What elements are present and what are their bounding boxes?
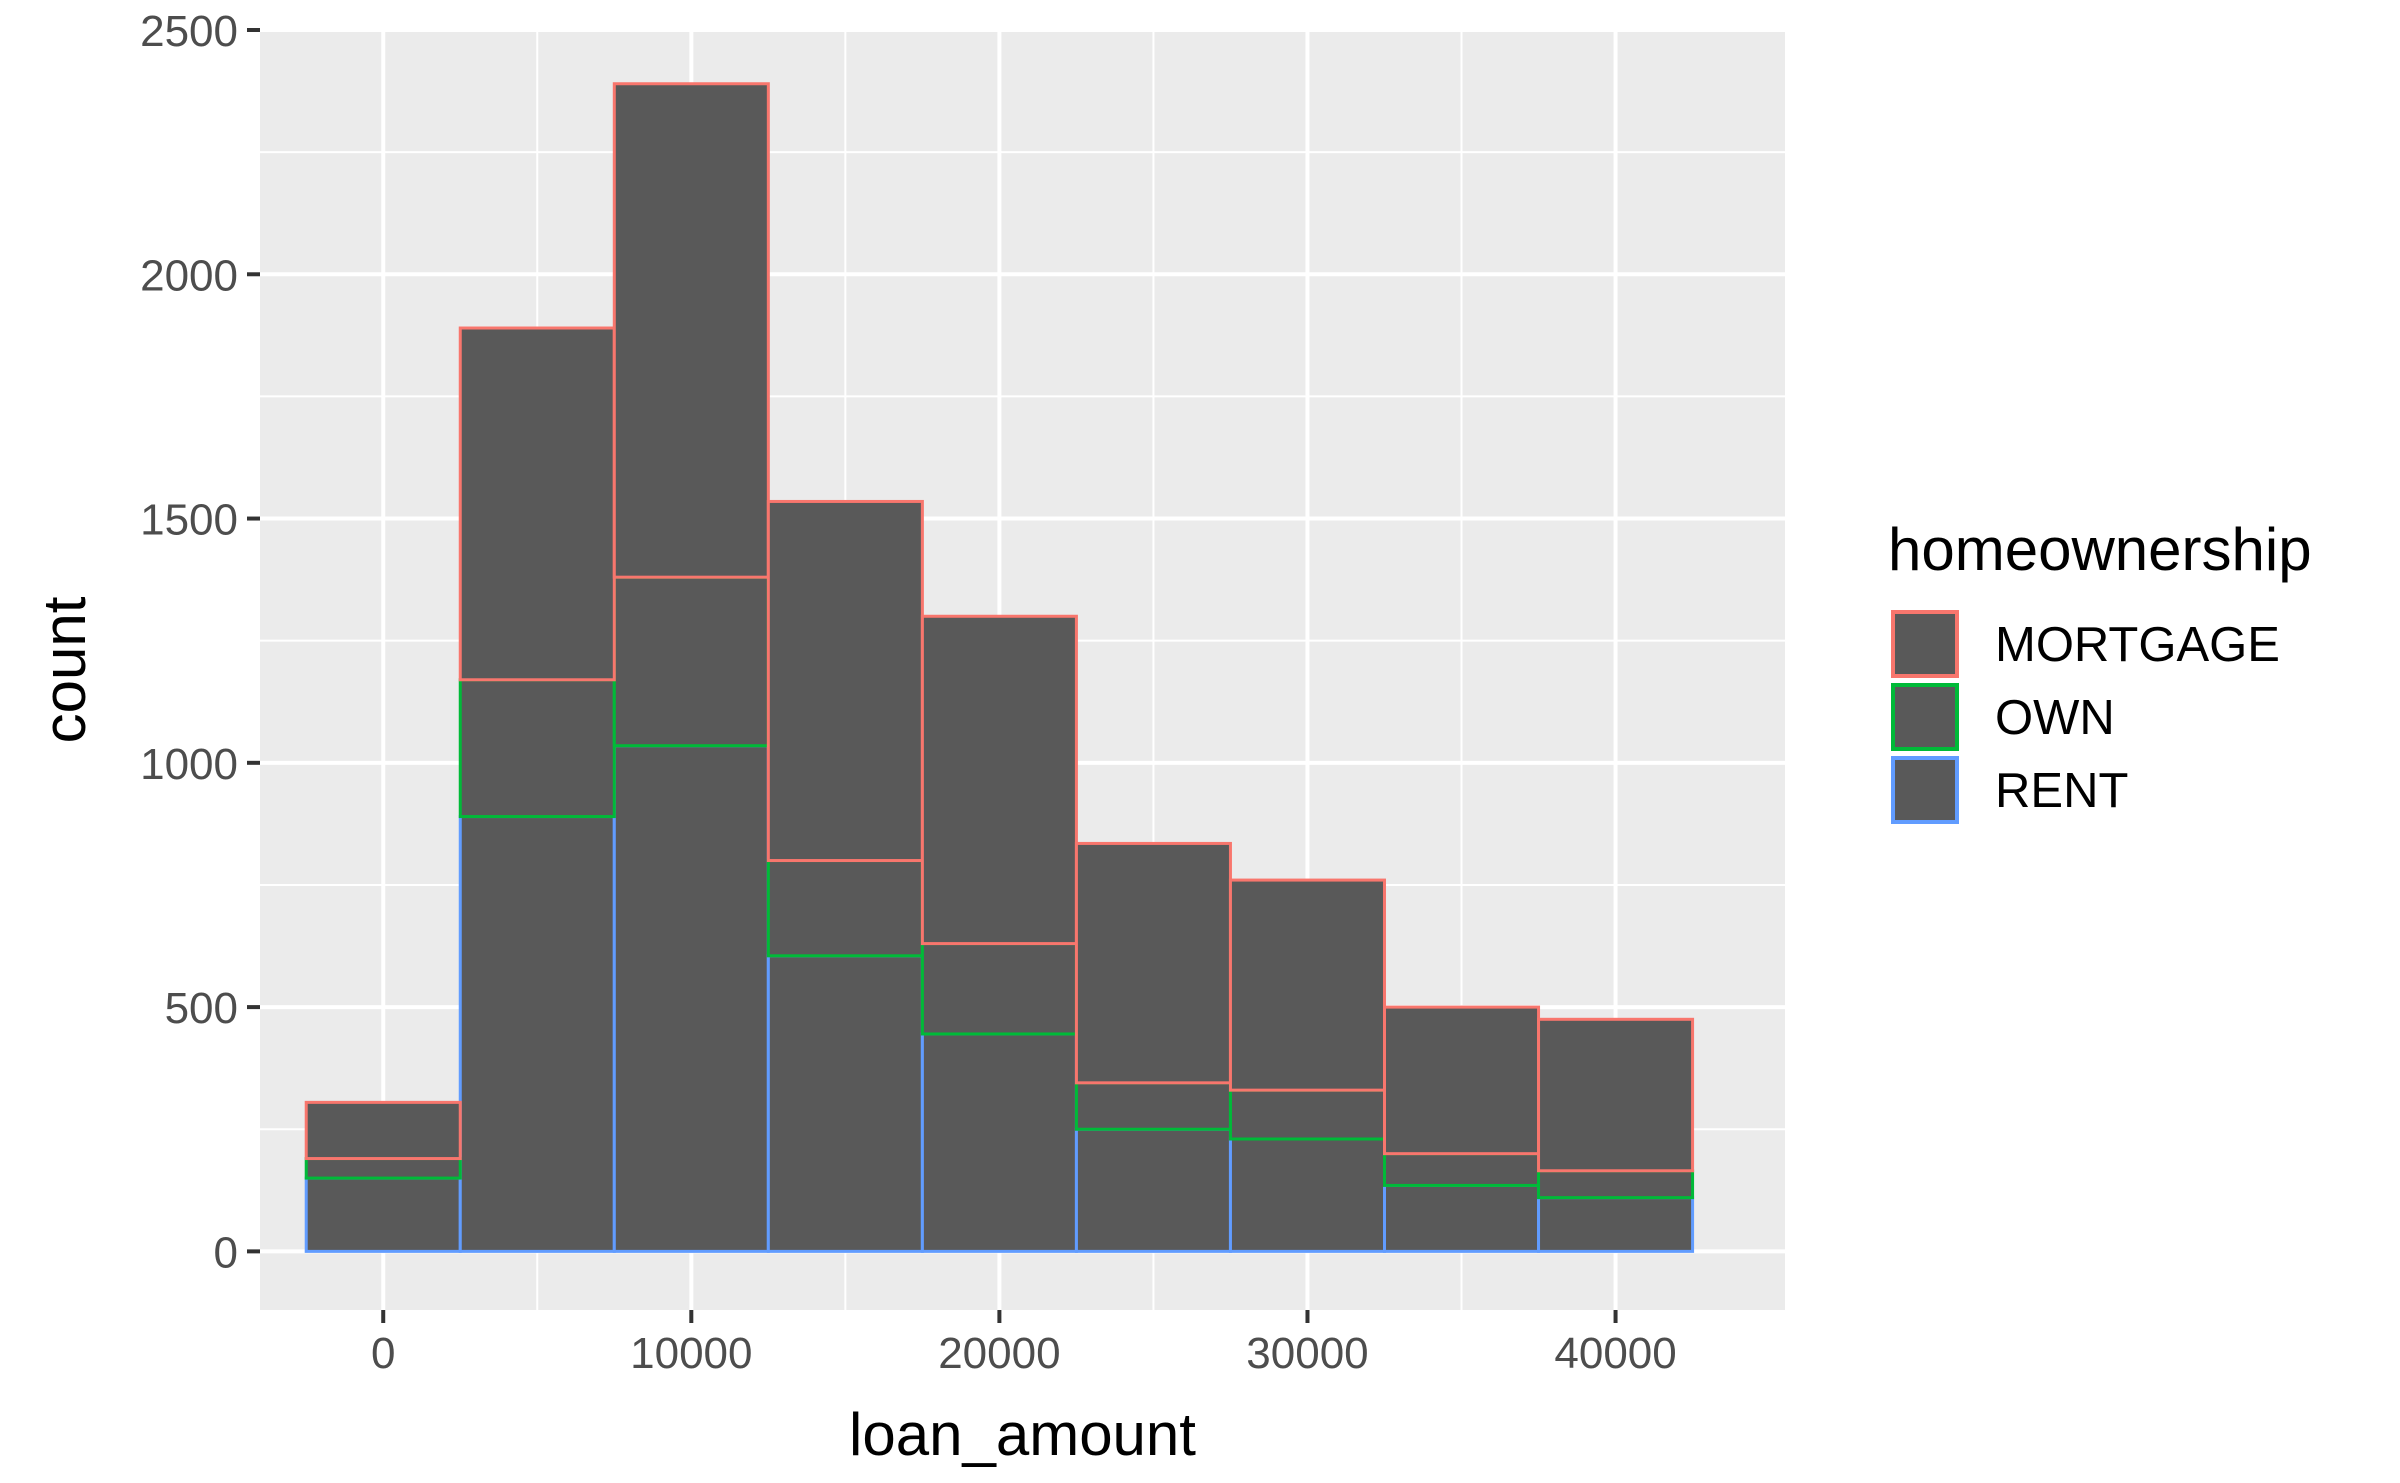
bar-rent xyxy=(612,744,770,1253)
bar-mortgage xyxy=(1537,1017,1695,1173)
y-axis-title: count xyxy=(31,596,98,743)
bar-rent xyxy=(920,1032,1078,1253)
legend-label-rent: RENT xyxy=(1995,764,2128,818)
bar-rent xyxy=(458,815,616,1253)
legend-key-rent xyxy=(1891,756,1959,824)
legend-title: homeownership xyxy=(1888,516,2312,583)
bar-mortgage xyxy=(612,82,770,579)
legend-key-own xyxy=(1891,683,1959,751)
bar-own xyxy=(920,942,1078,1036)
bar-mortgage xyxy=(458,326,616,682)
bar-rent xyxy=(1074,1127,1232,1253)
x-tick-label: 40000 xyxy=(1554,1329,1676,1378)
bar-mortgage xyxy=(1074,841,1232,1085)
bar-own xyxy=(612,575,770,748)
bar-rent xyxy=(1382,1183,1541,1253)
y-tick-label: 500 xyxy=(165,984,238,1033)
bar-own xyxy=(1382,1152,1541,1187)
bar-own xyxy=(1537,1169,1695,1200)
bar-rent xyxy=(1537,1196,1695,1253)
legend-label-mortgage: MORTGAGE xyxy=(1995,618,2280,672)
y-tick-label: 1500 xyxy=(140,496,238,545)
bar-mortgage xyxy=(1228,878,1386,1092)
y-axis: 0 500 1000 1500 2000 2500 xyxy=(140,7,260,1277)
bar-own xyxy=(766,859,924,958)
bar-own xyxy=(1228,1088,1386,1141)
bar-own xyxy=(304,1157,462,1180)
y-tick-label: 2500 xyxy=(140,7,238,56)
bar-mortgage xyxy=(766,499,924,863)
bar-mortgage xyxy=(1382,1005,1541,1156)
bar-rent xyxy=(304,1176,462,1253)
bar-mortgage xyxy=(920,614,1078,946)
x-tick-label: 30000 xyxy=(1246,1329,1368,1378)
x-axis-title: loan_amount xyxy=(849,1401,1196,1468)
bar-rent xyxy=(1228,1137,1386,1253)
x-tick-label: 20000 xyxy=(938,1329,1060,1378)
bar-mortgage xyxy=(304,1100,462,1161)
bars-layer xyxy=(304,82,1695,1253)
x-axis: 0 10000 20000 30000 40000 xyxy=(371,1310,1677,1378)
bar-own xyxy=(1074,1081,1232,1131)
bar-own xyxy=(458,678,616,819)
legend-label-own: OWN xyxy=(1995,691,2115,745)
y-tick-label: 1000 xyxy=(140,740,238,789)
bar-rent xyxy=(766,954,924,1253)
y-tick-label: 0 xyxy=(214,1228,238,1277)
x-tick-label: 0 xyxy=(371,1329,395,1378)
legend: homeownership MORTGAGE OWN RENT xyxy=(1888,516,2312,824)
x-tick-label: 10000 xyxy=(630,1329,752,1378)
y-tick-label: 2000 xyxy=(140,251,238,300)
legend-key-mortgage xyxy=(1891,610,1959,678)
